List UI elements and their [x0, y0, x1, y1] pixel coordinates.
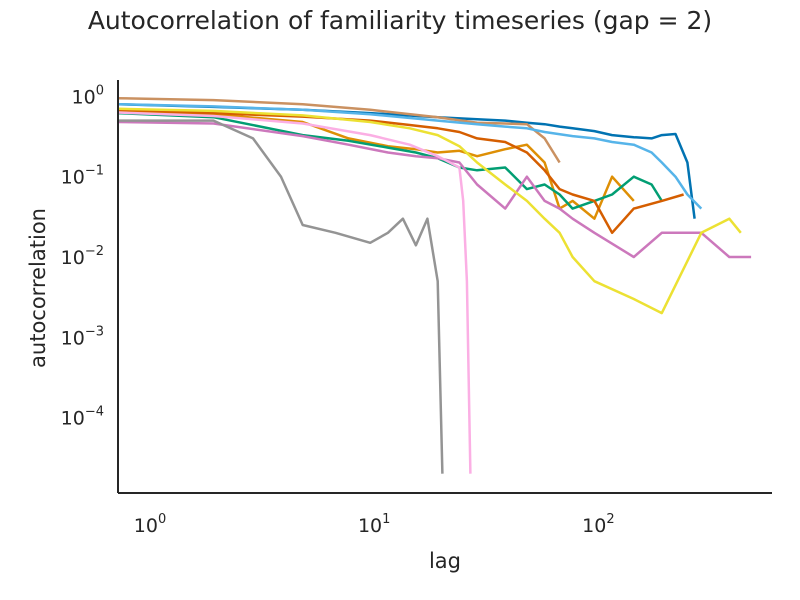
series-layer	[117, 96, 752, 474]
y-tick-label-0: 100	[72, 83, 104, 108]
x-tick-label-0: 100	[134, 512, 166, 537]
y-axis-label: autocorrelation	[26, 208, 50, 368]
y-tick-label-1: 10−1	[61, 164, 104, 189]
x-tick-labels: 100 101 102	[134, 512, 615, 537]
y-tick-labels: 100 10−1 10−2 10−3 10−4	[61, 83, 104, 429]
series-line-7	[117, 111, 472, 474]
series-line-10	[117, 102, 703, 210]
x-tick-label-2: 102	[582, 512, 614, 537]
chart-title: Autocorrelation of familiarity timeserie…	[87, 6, 713, 35]
series-line-8	[118, 119, 444, 474]
y-tick-label-4: 10−4	[61, 405, 104, 430]
y-tick-label-3: 10−3	[61, 324, 104, 349]
y-tick-label-2: 10−2	[61, 244, 104, 269]
series-line-4	[117, 108, 684, 235]
x-axis-label: lag	[429, 549, 461, 573]
series-line-9	[117, 107, 742, 315]
x-tick-label-1: 101	[358, 512, 390, 537]
series-line-3	[117, 111, 663, 210]
